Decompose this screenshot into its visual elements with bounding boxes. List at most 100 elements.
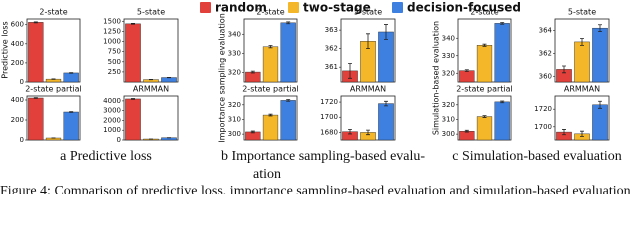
subplot-title: ARMMAN bbox=[564, 85, 600, 94]
legend-swatch bbox=[392, 2, 403, 13]
y-tick-label: 330 bbox=[442, 52, 455, 60]
y-tick-label: 320 bbox=[442, 101, 455, 109]
bar bbox=[125, 23, 141, 83]
panel-caption: b Importance sampling-based evalu- bbox=[221, 149, 425, 164]
y-tick-label: 1250 bbox=[103, 28, 121, 36]
error-bar bbox=[268, 113, 273, 117]
error-bar bbox=[286, 21, 291, 25]
y-tick-label: 250 bbox=[108, 68, 121, 76]
error-bar bbox=[348, 128, 352, 135]
subplot-title: 2-state bbox=[39, 8, 67, 17]
y-tick-label: 364 bbox=[539, 26, 553, 34]
y-tick-label: 310 bbox=[442, 115, 455, 123]
legend-label: random bbox=[215, 1, 267, 15]
y-axis-label: Predictive loss bbox=[1, 21, 10, 78]
error-bar bbox=[500, 100, 505, 104]
error-bar bbox=[598, 24, 602, 32]
error-bar bbox=[250, 70, 255, 74]
bar bbox=[280, 22, 296, 83]
error-bar bbox=[598, 100, 602, 109]
bar bbox=[125, 98, 141, 141]
error-bar bbox=[348, 63, 352, 79]
error-bar bbox=[580, 130, 584, 137]
subplot-title: 2-state partial bbox=[242, 85, 299, 94]
legend-label: two-stage bbox=[303, 1, 371, 15]
y-tick-label: 0 bbox=[20, 78, 24, 86]
error-bar bbox=[482, 43, 487, 47]
subplot-title: 2-state partial bbox=[456, 85, 513, 94]
bar bbox=[161, 77, 177, 83]
error-bar bbox=[464, 69, 469, 72]
error-bar bbox=[482, 115, 487, 118]
y-axis-label: Simulation-based evaluation bbox=[432, 21, 441, 135]
error-bar bbox=[562, 65, 566, 74]
y-tick-label: 300 bbox=[228, 130, 241, 138]
bar bbox=[494, 101, 510, 141]
subplot-title: 2-state partial bbox=[25, 85, 82, 94]
error-bar bbox=[33, 21, 38, 24]
error-bar bbox=[500, 22, 505, 25]
bar bbox=[476, 45, 493, 83]
subplot-title: ARMMAN bbox=[350, 85, 386, 94]
y-tick-label: 320 bbox=[442, 69, 455, 77]
y-tick-label: 1720 bbox=[534, 105, 552, 113]
y-tick-label: 400 bbox=[11, 40, 24, 48]
y-tick-label: 1000 bbox=[103, 38, 121, 46]
bar bbox=[245, 71, 261, 83]
error-bar bbox=[268, 45, 273, 49]
legend-label: decision-focused bbox=[407, 1, 521, 15]
y-tick-label: 400 bbox=[11, 96, 24, 104]
error-bar bbox=[131, 98, 135, 100]
y-tick-label: 3000 bbox=[103, 107, 121, 115]
panel-caption: a Predictive loss bbox=[60, 149, 152, 164]
panel-caption: ation bbox=[253, 167, 281, 182]
subplot-title: 2-state bbox=[470, 8, 498, 17]
y-tick-label: 320 bbox=[228, 101, 241, 109]
bar bbox=[378, 103, 394, 141]
error-bar bbox=[286, 99, 291, 102]
bar bbox=[494, 23, 510, 83]
error-bar bbox=[33, 97, 38, 99]
error-bar bbox=[464, 129, 469, 133]
bar bbox=[63, 111, 79, 141]
y-tick-label: 320 bbox=[228, 68, 241, 76]
y-tick-label: 200 bbox=[11, 116, 24, 124]
legend-swatch bbox=[288, 2, 299, 13]
y-tick-label: 1700 bbox=[534, 123, 552, 131]
subplot-title: 5-state bbox=[568, 8, 596, 17]
bar bbox=[574, 41, 590, 83]
y-tick-label: 362 bbox=[325, 45, 338, 53]
error-bar bbox=[384, 24, 388, 40]
figure: random two-stage decision-focused Predictiv… bbox=[0, 1, 631, 195]
error-bar bbox=[131, 23, 135, 25]
bar bbox=[262, 46, 279, 83]
subplot-title: 2-state bbox=[256, 8, 284, 17]
y-tick-label: 362 bbox=[539, 49, 552, 57]
subplot-title: ARMMAN bbox=[133, 85, 169, 94]
subplot-title: 5-state bbox=[137, 8, 165, 17]
bar bbox=[63, 72, 79, 83]
y-tick-label: 500 bbox=[108, 58, 121, 66]
y-tick-label: 330 bbox=[228, 49, 241, 57]
bar bbox=[28, 97, 44, 141]
bar bbox=[592, 27, 608, 83]
y-tick-label: 340 bbox=[442, 34, 455, 42]
error-bar bbox=[69, 72, 74, 74]
error-bar bbox=[250, 130, 255, 134]
panel-caption: c Simulation-based evaluation bbox=[452, 149, 622, 164]
y-tick-label: 300 bbox=[442, 130, 455, 138]
bar bbox=[459, 70, 475, 83]
y-tick-label: 1700 bbox=[320, 113, 338, 121]
y-tick-label: 363 bbox=[325, 26, 338, 34]
y-tick-label: 0 bbox=[20, 136, 24, 144]
y-tick-label: 750 bbox=[108, 48, 121, 56]
y-tick-label: 340 bbox=[228, 30, 241, 38]
y-tick-label: 2000 bbox=[103, 116, 121, 124]
y-tick-label: 600 bbox=[11, 21, 24, 29]
bar bbox=[280, 100, 296, 141]
y-tick-label: 1500 bbox=[103, 17, 121, 25]
y-axis-label: Importance sampling evaluation bbox=[218, 13, 227, 143]
error-bar bbox=[366, 129, 370, 136]
y-tick-label: 1680 bbox=[320, 128, 338, 136]
bar bbox=[476, 116, 493, 141]
